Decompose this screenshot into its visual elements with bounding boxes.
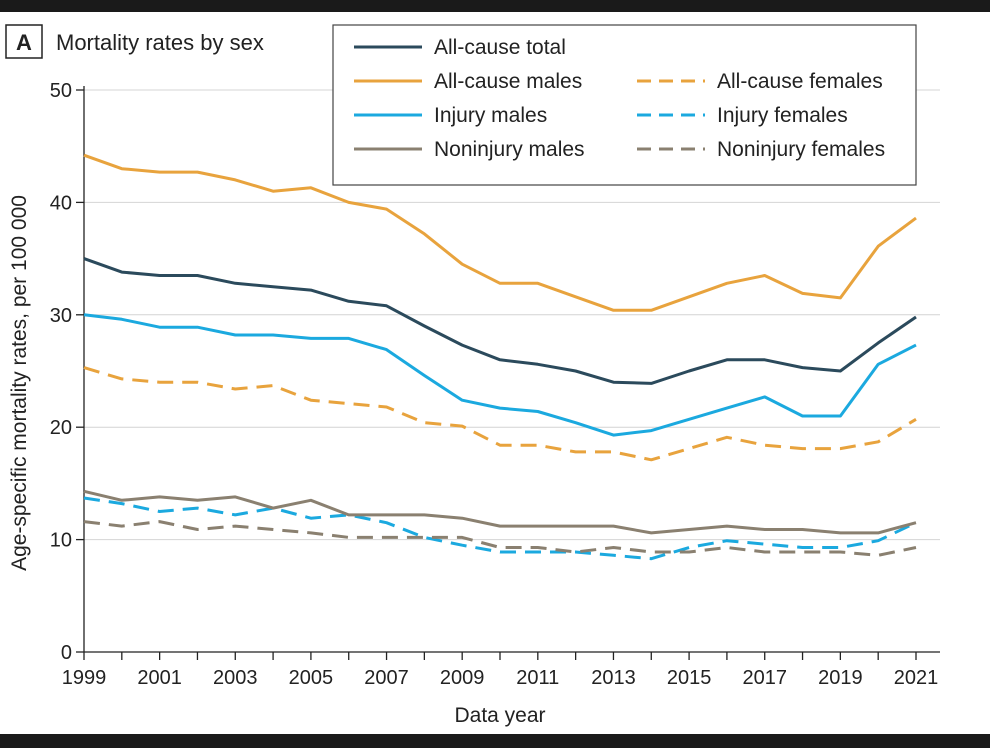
legend-label: Injury females	[717, 104, 848, 127]
legend-box	[332, 24, 917, 186]
legend: All-cause total All-cause males All-cause …	[332, 24, 917, 186]
y-tick-label: 20	[50, 417, 72, 439]
series-line-injury-males	[83, 313, 917, 437]
series-line-all-cause-females	[83, 366, 917, 462]
x-tick-label: 2007	[364, 667, 409, 689]
legend-label: Injury males	[434, 104, 547, 127]
x-tick-label: 2013	[591, 667, 636, 689]
panel-letter: A	[16, 30, 32, 55]
series-lines	[83, 153, 917, 561]
legend-label: All-cause females	[717, 70, 883, 93]
series-line-injury-females	[83, 496, 917, 561]
x-tick-label: 2021	[894, 667, 939, 689]
line-chart: 0 10 20 30 40 50 1999 2001 2003 2005 2007 2009 2011 2…	[5, 24, 940, 727]
legend-label: Noninjury males	[434, 138, 585, 161]
x-tick-label: 2001	[137, 667, 182, 689]
legend-label: Noninjury females	[717, 138, 885, 161]
axes: 0 10 20 30 40 50 1999 2001 2003 2005 2007 2009 2011 2…	[50, 80, 940, 689]
series-line-noninjury-females	[83, 520, 917, 557]
figure-panel: 0 10 20 30 40 50 1999 2001 2003 2005 2007 2009 2011 2…	[0, 12, 990, 734]
series-line-all-cause-males	[83, 153, 917, 312]
y-tick-label: 10	[50, 530, 72, 552]
x-tick-label: 2011	[516, 667, 559, 689]
x-tick-label: 1999	[62, 667, 107, 689]
y-axis-title: Age-specific mortality rates, per 100 00…	[8, 195, 31, 571]
legend-label: All-cause total	[434, 36, 566, 59]
series-line-noninjury-males	[83, 489, 917, 535]
x-tick-label: 2005	[289, 667, 334, 689]
legend-label: All-cause males	[434, 70, 582, 93]
y-tick-label: 40	[50, 192, 72, 214]
x-tick-label: 2019	[818, 667, 863, 689]
y-tick-label: 50	[50, 80, 72, 102]
chart-title: Mortality rates by sex	[56, 30, 264, 55]
x-tick-label: 2017	[742, 667, 787, 689]
series-line-all-cause-total	[83, 257, 917, 385]
x-tick-label: 2009	[440, 667, 485, 689]
panel-letter-box	[5, 24, 43, 59]
y-tick-label: 30	[50, 305, 72, 327]
x-tick-label: 2015	[667, 667, 712, 689]
x-tick-label: 2003	[213, 667, 258, 689]
y-tick-label: 0	[61, 642, 72, 664]
x-axis-title: Data year	[454, 704, 545, 727]
